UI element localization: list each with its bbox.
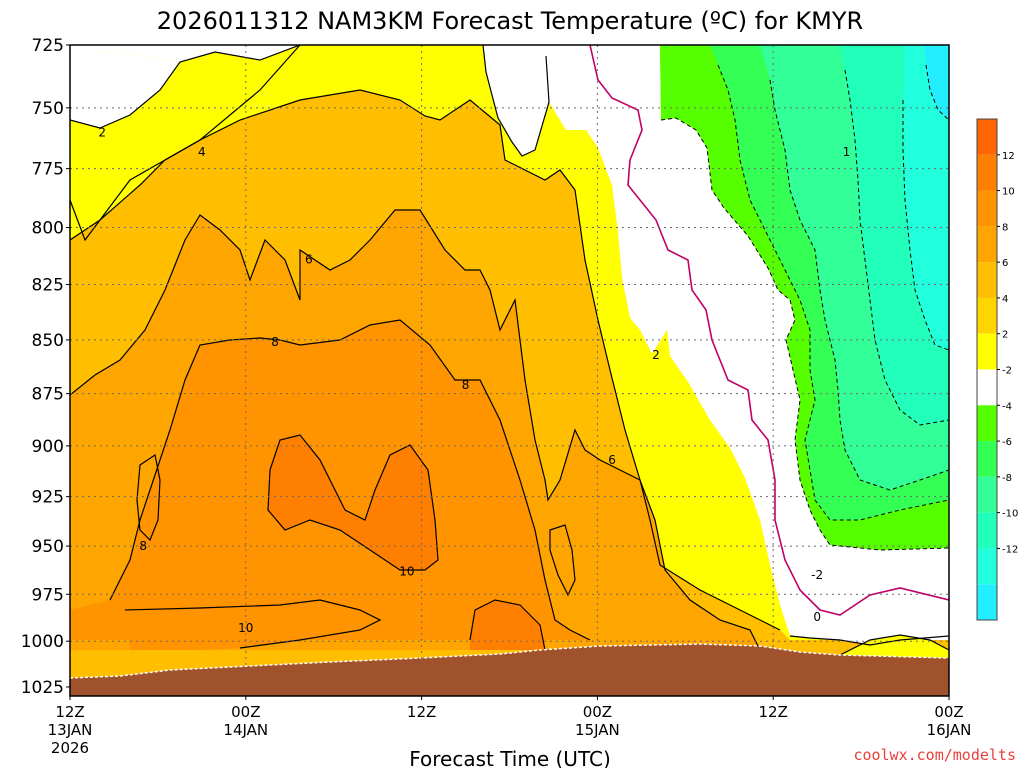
x-tick-label: 14JAN xyxy=(223,721,268,739)
x-tick-label: 12Z xyxy=(759,703,788,721)
colorbar-label: -2 xyxy=(1002,366,1012,377)
band-8-10-lower xyxy=(125,600,380,650)
x-tick-label: 2026 xyxy=(51,739,89,757)
grid xyxy=(70,45,949,696)
contour-label: 8 xyxy=(271,335,279,349)
chart-title: 2026011312 NAM3KM Forecast Temperature (… xyxy=(157,7,863,35)
y-tick-label: 825 xyxy=(32,276,64,296)
colorbar-label: 6 xyxy=(1002,258,1008,269)
colorbar: 12 10 8 6 4 2 -2 -4 -6 -8 -10 -12 xyxy=(976,118,1018,621)
colorbar-swatch xyxy=(977,333,997,370)
band-neg2-2-topleft2 xyxy=(70,45,180,128)
colorbar-label: 4 xyxy=(1002,294,1008,305)
colorbar-label: -12 xyxy=(1002,544,1018,555)
colorbar-label: -6 xyxy=(1002,437,1012,448)
x-tick-label: 13JAN xyxy=(48,721,93,739)
colorbar-swatch xyxy=(977,369,997,406)
y-tick-label: 775 xyxy=(32,160,64,180)
contour-label: 10 xyxy=(399,564,414,578)
y-tick-label: 850 xyxy=(32,331,64,351)
y-tick-label: 950 xyxy=(32,537,64,557)
y-tick-label: 800 xyxy=(32,219,64,239)
colorbar-swatch xyxy=(977,154,997,191)
colorbar-swatch xyxy=(977,297,997,334)
y-tick-label: 1000 xyxy=(21,632,64,652)
negative-contours xyxy=(660,64,949,551)
colorbar-label: 12 xyxy=(1002,151,1015,162)
band-10-12-a xyxy=(268,435,438,570)
colorbar-swatch xyxy=(977,441,997,477)
colorbar-label: 8 xyxy=(1002,222,1008,233)
plot-area: 2 4 6 8 8 10 10 8 6 2 -2 0 1 xyxy=(70,45,949,696)
colorbar-swatch xyxy=(977,226,997,263)
y-tick-label: 750 xyxy=(32,99,64,119)
band-10-12-b xyxy=(470,600,545,650)
x-tick-label: 16JAN xyxy=(927,721,972,739)
band-neg2-2-pocket xyxy=(483,45,549,156)
colorbar-swatch xyxy=(977,262,997,298)
contour-label: 2 xyxy=(98,125,106,139)
colorbar-label: 2 xyxy=(1002,330,1008,341)
credit-text: coolwx.com/modelts xyxy=(853,746,1016,764)
colorbar-label: 10 xyxy=(1002,187,1015,198)
colorbar-label: -8 xyxy=(1002,473,1012,484)
contour-labels: 2 4 6 8 8 10 10 8 6 2 -2 0 1 xyxy=(98,125,850,635)
x-axis-title: Forecast Time (UTC) xyxy=(409,747,611,768)
x-tick-label: 12Z xyxy=(55,703,84,721)
contour-label: 2 xyxy=(652,348,660,362)
contour-label: 10 xyxy=(238,621,253,635)
band-2-4-lowright xyxy=(840,635,949,660)
x-tick-label: 00Z xyxy=(934,703,963,721)
band-8-10 xyxy=(70,320,660,640)
contour-label: 8 xyxy=(139,539,147,553)
colorbar-swatch xyxy=(977,548,997,585)
colorbar-swatch xyxy=(977,190,997,227)
x-tick-label: 15JAN xyxy=(575,721,620,739)
y-tick-label: 725 xyxy=(32,36,64,56)
y-tick-label: 925 xyxy=(32,488,64,508)
y-tick-label: 1025 xyxy=(21,678,64,698)
plot-frame xyxy=(69,44,950,697)
x-tick-label: 00Z xyxy=(231,703,260,721)
x-tick-label: 00Z xyxy=(583,703,612,721)
terrain xyxy=(70,644,949,696)
band-neg2-2-topleft xyxy=(70,45,300,62)
contour-label: 0 xyxy=(813,610,821,624)
colorbar-swatch xyxy=(977,119,997,155)
contour-label: 6 xyxy=(608,453,616,467)
terrain-edge xyxy=(70,643,949,679)
band-neg12-neg10 xyxy=(903,45,949,350)
colorbar-swatch xyxy=(977,476,997,513)
y-tick-label: 875 xyxy=(32,385,64,405)
y-axis: 725 750 775 800 825 850 875 900 925 950 975 1000 102… xyxy=(21,36,70,698)
colorbar-swatch xyxy=(977,512,997,549)
colorbar-swatch xyxy=(977,405,997,442)
colorbar-label: -4 xyxy=(1002,401,1012,412)
colorbar-swatch xyxy=(977,584,997,620)
contour-label: 6 xyxy=(305,253,313,267)
contour-label: 8 xyxy=(462,378,470,392)
band-below-neg12 xyxy=(925,45,949,120)
y-tick-label: 900 xyxy=(32,437,64,457)
contour-label: 4 xyxy=(198,145,206,159)
y-tick-label: 975 xyxy=(32,585,64,605)
contour-label: -2 xyxy=(811,568,823,582)
x-tick-label: 12Z xyxy=(407,703,436,721)
colorbar-label: -10 xyxy=(1002,509,1018,520)
band-neg2-2 xyxy=(540,45,949,645)
contour-label: 1 xyxy=(843,145,851,159)
